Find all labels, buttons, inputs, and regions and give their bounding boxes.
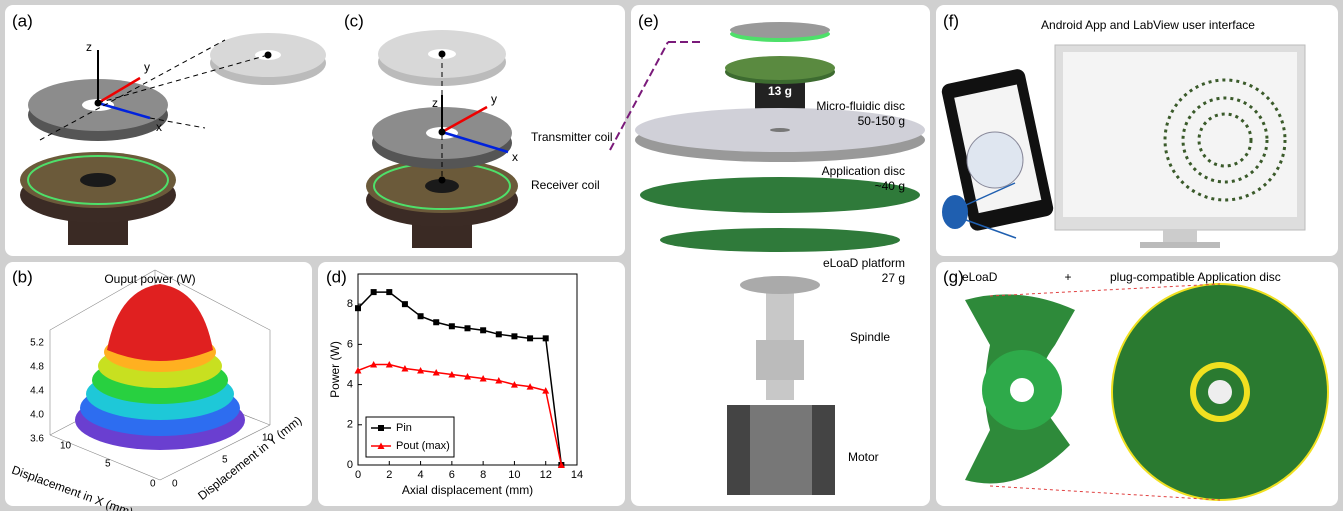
- x-tick-label: 10: [60, 441, 72, 452]
- panel-label: (g): [943, 267, 964, 286]
- point: [527, 335, 533, 341]
- eload-label: eLoaD: [962, 270, 998, 284]
- z-tick-label: 5.2: [30, 338, 44, 349]
- application-label: plug-compatible Application disc: [1110, 270, 1281, 284]
- x-tick-label: 4: [418, 469, 424, 481]
- platform-label: eLoaD platform: [823, 256, 905, 270]
- coil-render-c: [366, 30, 518, 248]
- x-tick-label: 12: [540, 469, 552, 481]
- y-tick-label: 0: [347, 459, 353, 471]
- panel-label: (a): [12, 11, 33, 30]
- y-tick-label: 8: [347, 298, 353, 310]
- panel-label: (e): [638, 11, 659, 30]
- point: [511, 333, 517, 339]
- point: [418, 313, 424, 319]
- x-tick-label: 6: [449, 469, 455, 481]
- plus-sign: +: [1064, 270, 1071, 284]
- legend-label: Pout (max): [396, 440, 450, 452]
- motor-label: Motor: [848, 450, 879, 464]
- weight-label: 13 g: [768, 84, 792, 98]
- surface-title: Ouput power (W): [104, 272, 195, 286]
- y-axis-label: Power (W): [328, 341, 342, 398]
- axis-letter: y: [491, 92, 497, 106]
- disc-weight: ~40 g: [875, 179, 905, 193]
- y-tick-label: 2: [347, 419, 353, 431]
- point: [465, 325, 471, 331]
- receiver-label: Receiver coil: [531, 178, 600, 192]
- axis-letter: x: [512, 150, 518, 164]
- point: [543, 335, 549, 341]
- x-tick-label: 8: [480, 469, 486, 481]
- point: [449, 323, 455, 329]
- figure: (a) z y x (c) z y x Transmitter coil Rec…: [0, 0, 1343, 511]
- panel-title: Android App and LabView user interface: [1041, 18, 1255, 32]
- x-tick-label: 5: [105, 459, 111, 470]
- z-tick-label: 3.6: [30, 434, 44, 445]
- axis-letter: y: [144, 60, 150, 74]
- y-tick-label: 4: [347, 378, 353, 390]
- disc-label: Micro-fluidic disc: [816, 99, 905, 113]
- point: [386, 289, 392, 295]
- y-tick-label: 0: [172, 479, 178, 490]
- z-tick-label: 4.8: [30, 362, 44, 373]
- x-tick-label: 0: [355, 469, 361, 481]
- y-tick-label: 5: [222, 455, 228, 466]
- axis-letter: x: [156, 120, 162, 134]
- pcb-render: [965, 284, 1328, 500]
- z-tick-label: 4.0: [30, 410, 44, 421]
- y-tick-label: 6: [347, 338, 353, 350]
- point: [371, 289, 377, 295]
- axis-letter: z: [86, 40, 92, 54]
- x-tick-label: 14: [571, 469, 583, 481]
- platform-weight: 27 g: [882, 271, 905, 285]
- disc-label: Application disc: [822, 164, 905, 178]
- point: [402, 301, 408, 307]
- point: [355, 305, 361, 311]
- point: [496, 331, 502, 337]
- point: [433, 319, 439, 325]
- legend-label: Pin: [396, 422, 412, 434]
- x-tick-label: 10: [508, 469, 520, 481]
- x-axis-label: Axial displacement (mm): [402, 483, 533, 497]
- spindle-label: Spindle: [850, 330, 890, 344]
- legend-marker: [378, 425, 384, 431]
- point: [480, 327, 486, 333]
- x-tick-label: 2: [386, 469, 392, 481]
- z-tick-label: 4.4: [30, 386, 44, 397]
- panel-label: (b): [12, 267, 33, 286]
- axis-letter: z: [432, 96, 438, 110]
- panel-label: (c): [344, 11, 364, 30]
- disc-weight: 50-150 g: [858, 114, 905, 128]
- panel-label: (f): [943, 11, 959, 30]
- ui-render: [940, 45, 1305, 248]
- transmitter-label: Transmitter coil: [531, 130, 613, 144]
- panel-label: (d): [326, 267, 347, 286]
- x-tick-label: 0: [150, 479, 156, 490]
